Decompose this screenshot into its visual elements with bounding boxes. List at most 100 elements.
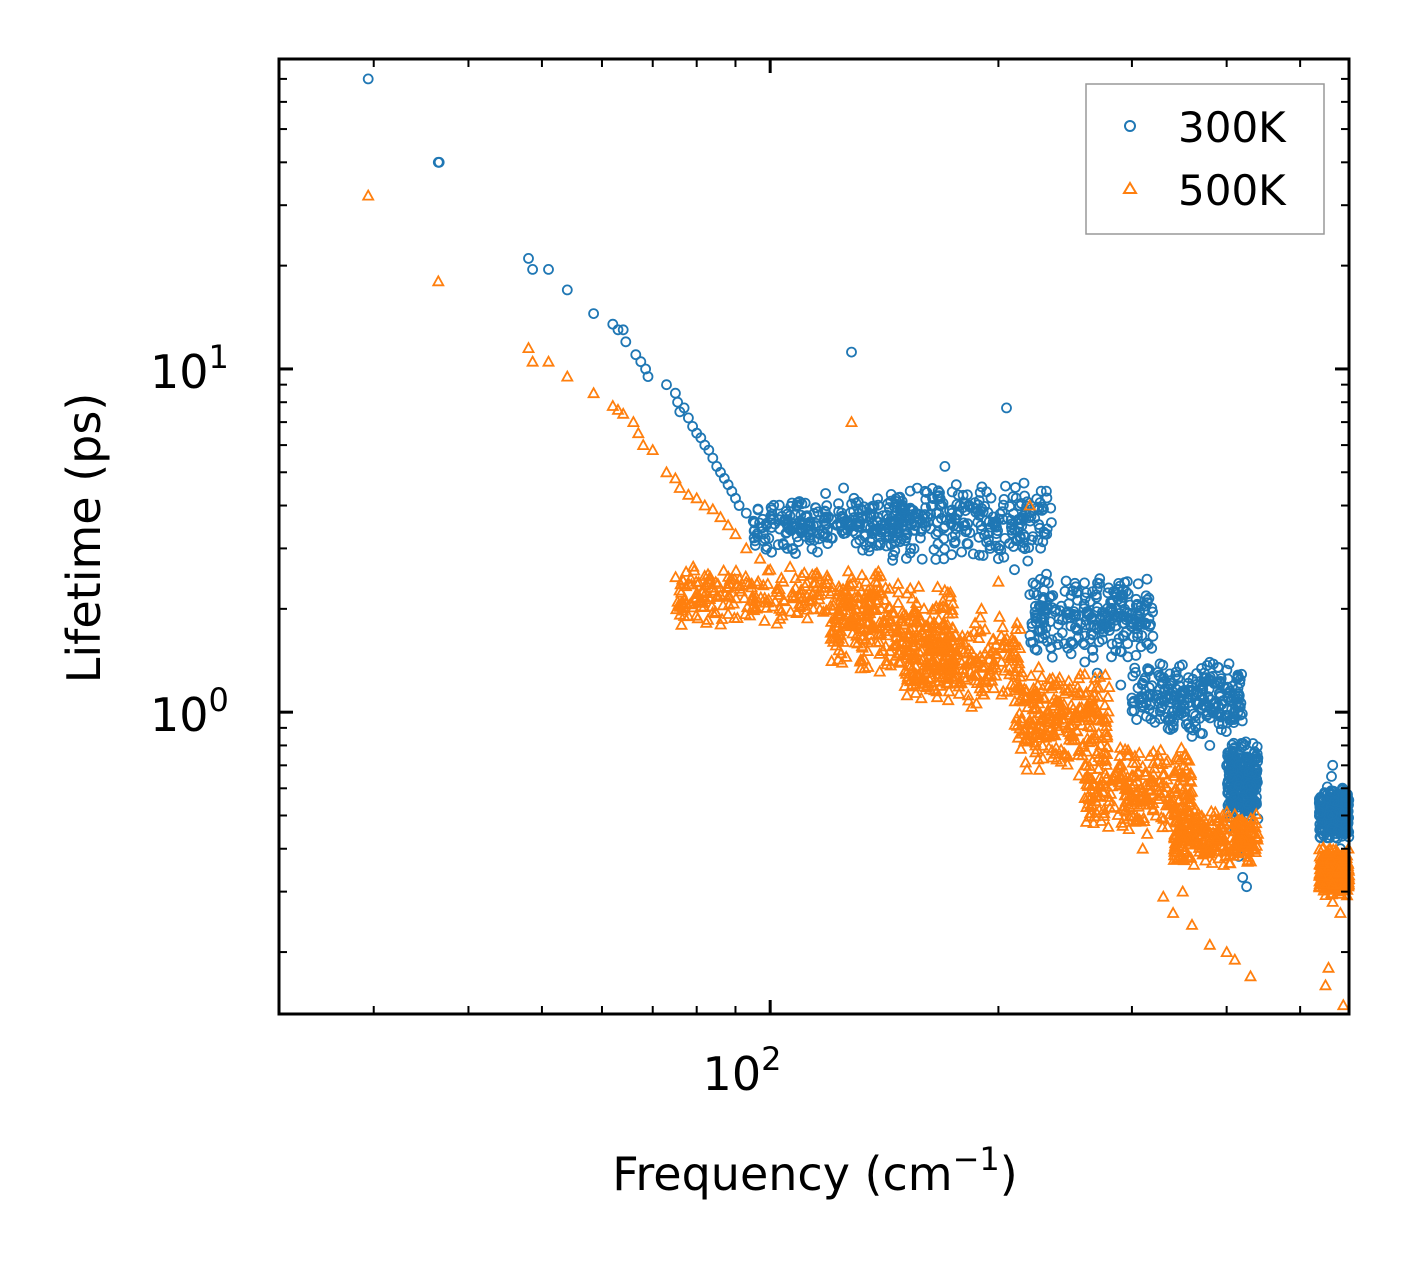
point-500k <box>857 652 872 665</box>
point-300k <box>1126 692 1138 704</box>
point-300k <box>1129 662 1141 674</box>
point-300k <box>1137 692 1149 703</box>
point-500k <box>1078 758 1092 771</box>
point-500k <box>1152 783 1166 796</box>
point-300k <box>945 518 957 530</box>
point-300k <box>1092 577 1103 589</box>
point-500k <box>1336 998 1350 1011</box>
point-500k <box>848 635 862 648</box>
point-500k <box>1146 745 1160 757</box>
point-300k <box>1046 651 1058 663</box>
point-500k <box>839 650 853 662</box>
point-300k <box>916 553 928 565</box>
point-500k <box>1228 816 1242 829</box>
point-300k <box>1090 589 1102 601</box>
point-500k <box>985 673 999 686</box>
point-300k <box>825 532 837 544</box>
point-500k <box>1244 854 1258 867</box>
point-500k <box>1173 829 1187 842</box>
point-500k <box>1174 840 1188 852</box>
point-500k <box>1115 802 1129 814</box>
point-300k <box>967 548 979 560</box>
point-500k <box>788 581 803 593</box>
point-500k <box>816 605 830 617</box>
point-300k <box>960 526 972 538</box>
point-300k <box>1151 689 1162 701</box>
point-500k <box>1168 764 1182 776</box>
point-300k <box>899 535 911 546</box>
point-500k <box>970 652 984 665</box>
point-500k <box>891 585 905 598</box>
point-300k <box>1198 694 1210 705</box>
point-500k <box>831 607 846 620</box>
point-300k <box>914 514 926 525</box>
point-300k <box>1191 699 1203 710</box>
point-300k <box>1227 691 1239 702</box>
point-500k <box>912 645 926 658</box>
legend-marker-500k <box>1122 181 1138 194</box>
point-500k <box>729 563 743 576</box>
point-500k <box>1220 810 1234 822</box>
point-500k <box>996 684 1010 697</box>
point-500k <box>1166 906 1180 918</box>
point-300k <box>1247 738 1259 749</box>
legend-box <box>1085 83 1325 235</box>
point-500k <box>748 600 762 613</box>
point-500k <box>792 597 807 609</box>
point-500k <box>978 622 992 635</box>
point-300k <box>901 553 912 564</box>
point-500k <box>900 586 914 599</box>
point-500k <box>899 662 913 675</box>
point-500k <box>868 601 882 614</box>
point-500k <box>826 598 840 610</box>
point-500k <box>861 660 875 672</box>
point-300k <box>1034 497 1046 509</box>
point-300k <box>707 452 719 464</box>
point-500k <box>976 661 990 673</box>
point-500k <box>1105 779 1119 792</box>
point-300k <box>976 524 987 536</box>
point-500k <box>1173 792 1187 805</box>
point-500k <box>526 354 540 367</box>
point-500k <box>673 583 687 596</box>
point-300k <box>1049 606 1061 618</box>
point-300k <box>1005 514 1017 526</box>
point-500k <box>997 633 1012 646</box>
point-500k <box>1151 792 1165 804</box>
point-300k <box>1132 620 1144 632</box>
point-300k <box>1122 651 1134 663</box>
point-300k <box>1315 796 1326 807</box>
point-300k <box>1079 592 1091 604</box>
point-300k <box>848 492 860 504</box>
point-500k <box>844 415 859 428</box>
point-300k <box>1034 624 1046 636</box>
point-500k <box>1099 719 1114 731</box>
point-300k <box>887 554 898 566</box>
point-500k <box>955 656 969 668</box>
point-500k <box>834 646 848 659</box>
point-500k <box>914 691 928 704</box>
point-300k <box>900 529 911 541</box>
point-300k <box>984 543 996 554</box>
point-300k <box>810 502 822 514</box>
point-500k <box>606 399 620 411</box>
point-300k <box>885 539 897 551</box>
point-300k <box>1198 667 1210 679</box>
point-500k <box>972 631 986 643</box>
point-500k <box>832 579 846 592</box>
point-300k <box>1324 788 1336 799</box>
point-500k <box>879 580 893 593</box>
point-500k <box>749 594 763 606</box>
point-500k <box>1168 782 1182 794</box>
point-500k <box>763 562 777 575</box>
point-500k <box>1010 653 1024 666</box>
point-500k <box>1084 734 1099 747</box>
point-500k <box>1100 758 1114 770</box>
point-300k <box>998 551 1010 563</box>
point-500k <box>874 568 888 581</box>
point-500k <box>738 607 752 619</box>
point-500k <box>848 609 862 622</box>
point-300k <box>826 514 838 525</box>
point-500k <box>758 614 772 626</box>
point-500k <box>1320 845 1334 858</box>
